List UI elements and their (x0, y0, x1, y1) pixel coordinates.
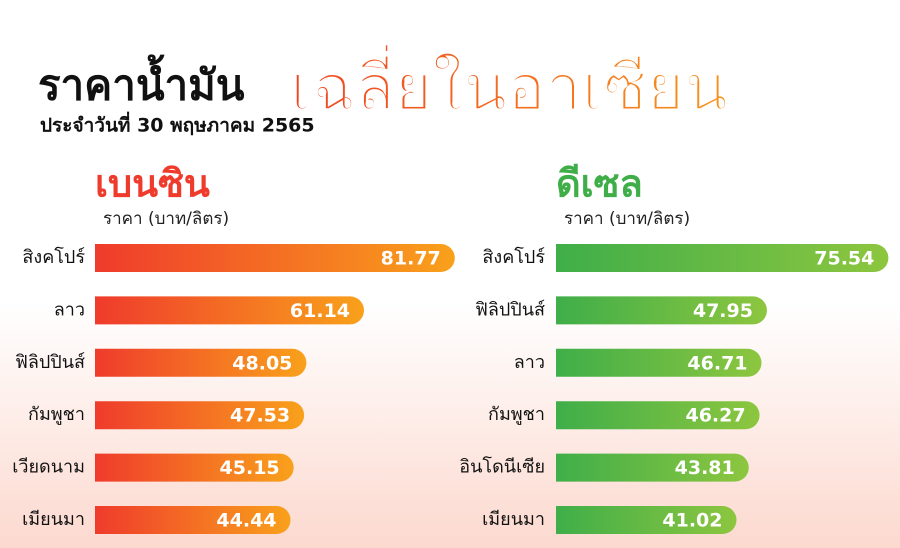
bar (95, 401, 305, 430)
bar (556, 244, 889, 272)
bar (95, 348, 307, 377)
subtitle: ประจำวันที่ 30 พฤษภาคม 2565 (40, 112, 315, 137)
chart-subtitle: ราคา (บาท/ลิตร) (103, 209, 229, 229)
category-label: สิงคโปร์ (482, 246, 545, 268)
bar (556, 453, 749, 482)
value-label: 43.81 (675, 457, 735, 479)
value-label: 44.44 (216, 510, 276, 532)
value-label: 48.05 (232, 352, 292, 374)
title: ราคาน้ำมัน (38, 54, 245, 110)
chart-subtitle: ราคา (บาท/ลิตร) (564, 209, 690, 229)
bar (95, 296, 365, 325)
category-label: กัมพูชา (488, 404, 545, 425)
bar (556, 506, 737, 534)
value-label: 61.14 (290, 300, 350, 322)
bar (556, 296, 767, 325)
category-label: สิงคโปร์ (22, 246, 85, 268)
value-label: 47.95 (693, 300, 753, 322)
value-label: 81.77 (381, 248, 441, 270)
category-label: เวียดนาม (12, 457, 85, 478)
bar (95, 506, 291, 534)
bar (95, 453, 294, 482)
chart-title: ดีเซล (556, 162, 643, 206)
title-highlight: เฉลี่ยในอาเซียน (290, 43, 728, 126)
category-label: ฟิลิปปินส์ (475, 299, 545, 320)
chart-title: เบนซิน (95, 162, 210, 206)
category-label: ลาว (54, 299, 85, 320)
category-label: ลาว (514, 352, 545, 373)
value-label: 41.02 (662, 510, 722, 532)
category-label: เมียนมา (482, 509, 545, 530)
value-label: 47.53 (230, 405, 290, 427)
value-label: 46.71 (687, 352, 747, 374)
category-label: กัมพูชา (28, 404, 85, 425)
value-label: 75.54 (814, 248, 874, 270)
value-label: 45.15 (220, 457, 280, 479)
bar (556, 401, 760, 430)
bar (95, 244, 455, 272)
value-label: 46.27 (685, 405, 745, 427)
category-label: อินโดนีเซีย (459, 456, 545, 478)
bar (556, 348, 762, 377)
category-label: เมียนมา (22, 509, 85, 530)
category-label: ฟิลิปปินส์ (15, 352, 85, 373)
